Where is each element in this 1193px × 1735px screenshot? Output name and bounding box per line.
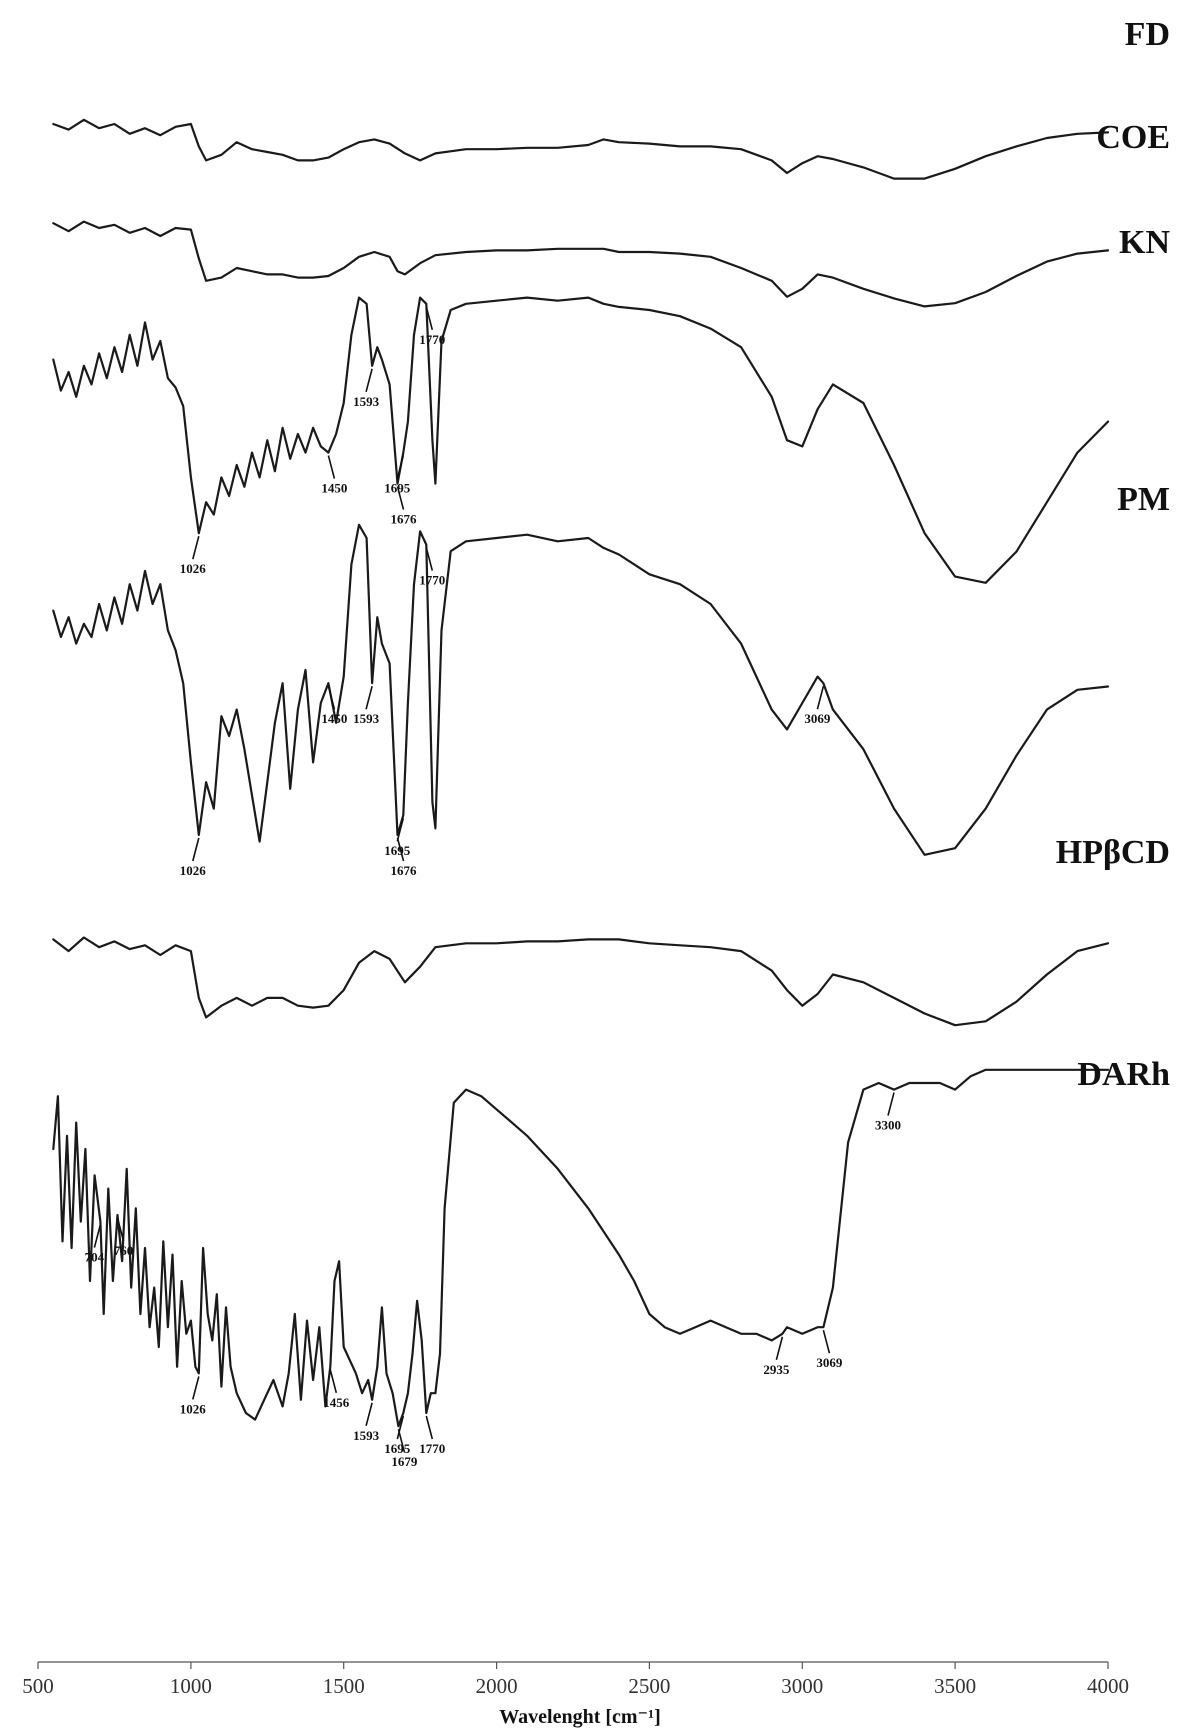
peak-leader-darh-3069 xyxy=(822,1329,831,1354)
peak-label-darh-760: 760 xyxy=(114,1243,134,1258)
peak-leader-kn-1026 xyxy=(192,535,200,560)
peak-label-pm-3069: 3069 xyxy=(804,711,831,726)
peak-leader-kn-1450 xyxy=(327,455,336,479)
peak-leader-kn-1770 xyxy=(425,306,434,331)
peak-leader-pm-1770 xyxy=(425,547,434,571)
series-label-kn: KN xyxy=(1119,224,1170,261)
x-tick-label-3500: 3500 xyxy=(934,1674,976,1698)
peak-leader-pm-1450 xyxy=(327,685,336,710)
series-label-fd: FD xyxy=(1125,16,1170,53)
x-tick-label-4000: 4000 xyxy=(1087,1674,1129,1698)
peak-leader-darh-3300 xyxy=(887,1092,895,1116)
x-axis: 500 1000 1500 2000 2500 3000 3500 4000 xyxy=(22,1661,1129,1698)
peak-label-pm-1770: 1770 xyxy=(419,573,445,588)
x-axis-title: Wavelenght [cm⁻¹] xyxy=(499,1706,661,1728)
spectrum-line-pm xyxy=(52,523,1110,856)
peak-label-darh-1695: 1695 xyxy=(384,1441,411,1456)
peak-leader-kn-1695 xyxy=(396,455,405,479)
peak-leader-pm-1695 xyxy=(396,817,405,842)
x-tick-label-2000: 2000 xyxy=(476,1674,518,1698)
peak-leader-darh-1770 xyxy=(425,1415,434,1440)
peak-leader-darh-1695 xyxy=(396,1415,405,1440)
peak-label-kn-1695: 1695 xyxy=(384,481,411,496)
peak-label-kn-1676: 1676 xyxy=(391,512,418,527)
peak-label-pm-1026: 1026 xyxy=(180,863,207,878)
peak-label-darh-704: 704 xyxy=(85,1250,105,1265)
peak-label-pm-1593: 1593 xyxy=(353,711,380,726)
peak-leader-kn-1593 xyxy=(365,368,373,393)
peak-leader-darh-1026 xyxy=(192,1376,200,1400)
peak-label-darh-1026: 1026 xyxy=(180,1401,207,1416)
peak-leader-darh-2935 xyxy=(775,1336,784,1361)
peak-label-kn-1770: 1770 xyxy=(419,332,445,347)
spectrum-line-darh xyxy=(52,1068,1110,1428)
peak-label-kn-1593: 1593 xyxy=(353,394,380,409)
x-tick-label-500: 500 xyxy=(22,1674,54,1698)
series-label-hpcd: HPβCD xyxy=(1056,834,1170,871)
series-label-pm: PM xyxy=(1117,481,1170,518)
peak-annotations: 1026 1450 1593 1676 1695 1770 1026 1450 1593 1676… xyxy=(85,306,901,1469)
peak-leader-darh-760 xyxy=(116,1217,125,1242)
peak-label-pm-1676: 1676 xyxy=(391,863,418,878)
spectrum-line-hpcd xyxy=(52,936,1110,1027)
peak-leader-darh-1593 xyxy=(365,1402,373,1427)
spectrum-line-kn xyxy=(52,296,1110,584)
peak-label-darh-1456: 1456 xyxy=(323,1395,350,1410)
peak-label-kn-1026: 1026 xyxy=(180,561,207,576)
peak-label-darh-3300: 3300 xyxy=(875,1118,901,1133)
peak-label-darh-2935: 2935 xyxy=(763,1362,790,1377)
peak-label-pm-1450: 1450 xyxy=(321,711,347,726)
peak-leader-darh-704 xyxy=(93,1224,102,1248)
peak-leader-pm-3069 xyxy=(816,685,825,710)
peak-label-kn-1450: 1450 xyxy=(321,481,347,496)
x-tick-label-1000: 1000 xyxy=(170,1674,212,1698)
peak-label-darh-1770: 1770 xyxy=(419,1441,445,1456)
series-name-labels: FD COE KN PM HPβCD DARh xyxy=(1056,16,1171,1093)
peak-leader-darh-1456 xyxy=(329,1369,338,1394)
spectrum-line-coe xyxy=(52,220,1110,308)
peak-label-darh-1593: 1593 xyxy=(353,1428,380,1443)
peak-leader-pm-1676 xyxy=(396,837,405,862)
x-tick-label-3000: 3000 xyxy=(781,1674,823,1698)
peak-label-darh-1679: 1679 xyxy=(391,1454,418,1469)
peak-leader-kn-1676 xyxy=(396,486,405,510)
peak-leader-pm-1026 xyxy=(192,837,200,862)
spectra-group xyxy=(52,118,1110,1428)
peak-label-darh-3069: 3069 xyxy=(816,1355,843,1370)
x-tick-label-2500: 2500 xyxy=(628,1674,670,1698)
x-tick-label-1500: 1500 xyxy=(323,1674,365,1698)
series-label-darh: DARh xyxy=(1077,1056,1170,1093)
series-label-coe: COE xyxy=(1096,119,1170,156)
spectrum-line-fd xyxy=(52,118,1110,180)
peak-label-pm-1695: 1695 xyxy=(384,843,411,858)
peak-leader-pm-1593 xyxy=(365,685,373,710)
